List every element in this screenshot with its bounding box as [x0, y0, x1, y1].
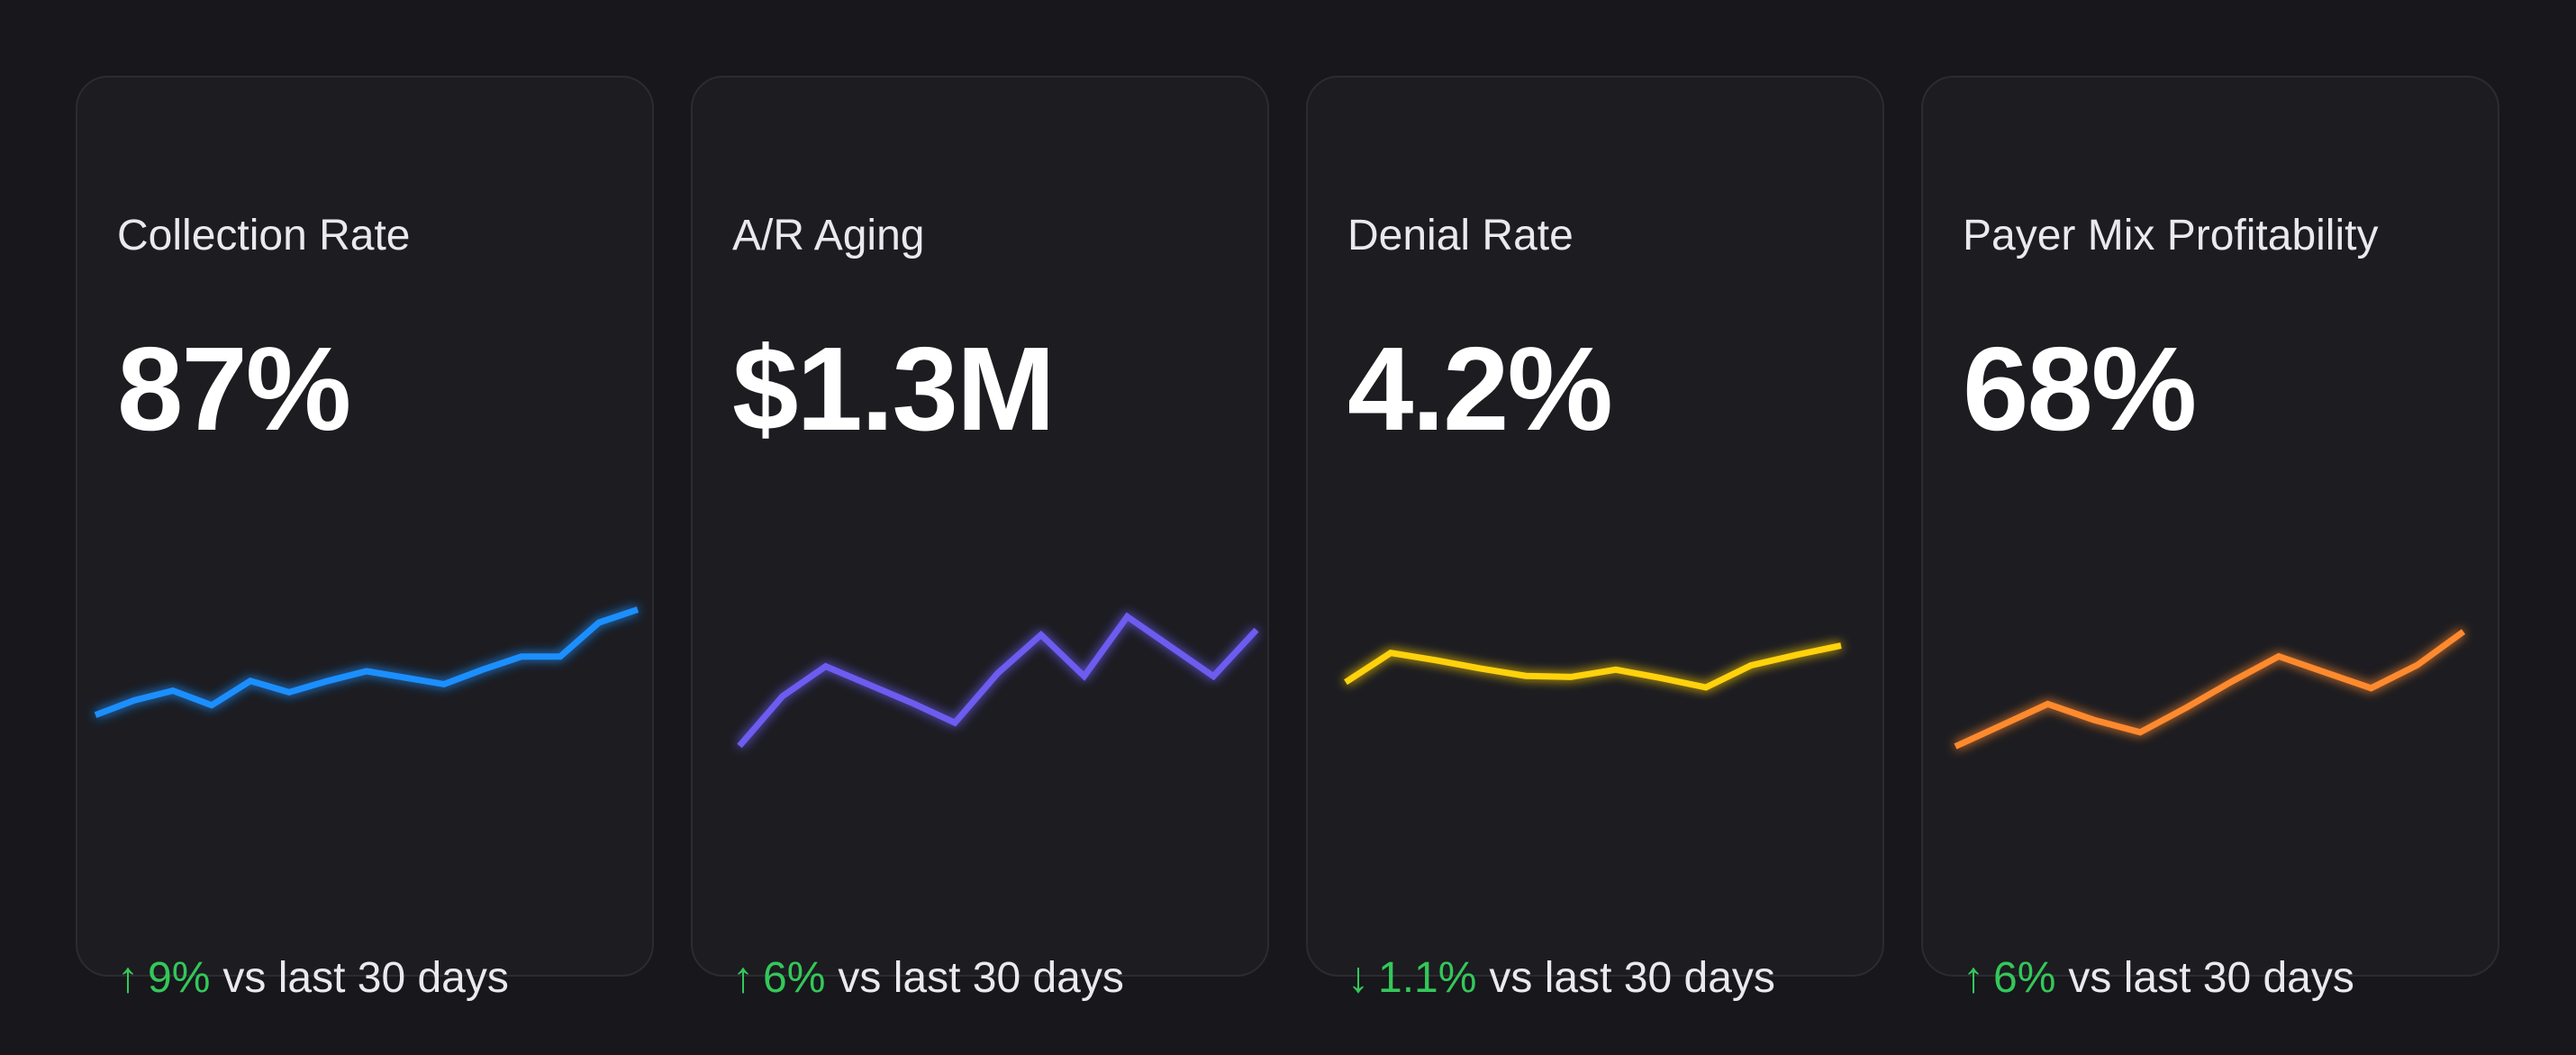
kpi-title: A/R Aging [732, 212, 925, 259]
kpi-card-payer-mix-profitability[interactable]: Payer Mix Profitability 68% ↑ 6% vs last 3… [1921, 76, 2499, 1000]
kpi-card-collection-rate[interactable]: Collection Rate 87% ↑ 9% vs last 30 days [76, 76, 654, 1000]
trend-value: 1.1% [1378, 954, 1477, 1002]
trend-summary: ↑ 9% vs last 30 days [117, 957, 509, 1000]
trend-up-arrow-icon: ↑ [1963, 954, 1984, 1002]
sparkline-chart [737, 612, 1259, 749]
trend-up-arrow-icon: ↑ [117, 954, 139, 1002]
sparkline-series-line [1954, 629, 2466, 750]
trend-value: 9% [148, 954, 211, 1002]
trend-summary: ↑ 6% vs last 30 days [732, 957, 1124, 1000]
kpi-value: 87% [117, 323, 351, 455]
sparkline-series-line [737, 612, 1259, 749]
sparkline-chart [1344, 642, 1842, 691]
trend-down-arrow-icon: ↓ [1347, 954, 1369, 1002]
kpi-title: Denial Rate [1347, 212, 1574, 259]
kpi-value: 4.2% [1347, 323, 1613, 455]
kpi-card-ar-aging[interactable]: A/R Aging $1.3M ↑ 6% vs last 30 days [691, 76, 1269, 1000]
trend-label: vs last 30 days [838, 954, 1124, 1002]
kpi-value: 68% [1963, 323, 2197, 455]
trend-value: 6% [763, 954, 826, 1002]
trend-summary: ↑ 6% vs last 30 days [1963, 957, 2354, 1000]
kpi-value: $1.3M [732, 323, 1056, 455]
trend-label: vs last 30 days [222, 954, 509, 1002]
sparkline-chart [1954, 629, 2466, 750]
trend-value: 6% [1993, 954, 2056, 1002]
kpi-card-denial-rate[interactable]: Denial Rate 4.2% ↓ 1.1% vs last 30 days [1306, 76, 1884, 1000]
kpi-title: Payer Mix Profitability [1963, 212, 2379, 259]
trend-summary: ↓ 1.1% vs last 30 days [1347, 957, 1775, 1000]
trend-label: vs last 30 days [1489, 954, 1775, 1002]
trend-up-arrow-icon: ↑ [732, 954, 754, 1002]
sparkline-chart [94, 606, 639, 718]
sparkline-series-line [94, 606, 639, 718]
sparkline-series-line [1344, 642, 1842, 691]
trend-label: vs last 30 days [2068, 954, 2354, 1002]
kpi-title: Collection Rate [117, 212, 411, 259]
